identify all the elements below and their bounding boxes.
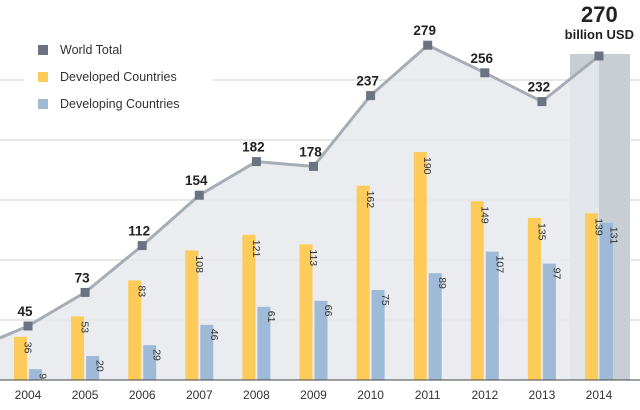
bar-developing — [200, 324, 214, 380]
x-tick-label: 2007 — [186, 388, 213, 402]
x-tick-label: 2008 — [243, 388, 270, 402]
world-total-label: 45 — [17, 304, 33, 319]
world-total-marker — [80, 287, 90, 297]
bar-developing — [542, 263, 556, 380]
label-developing: 9 — [37, 373, 49, 379]
x-tick-label: 2014 — [586, 388, 613, 402]
bar-developing — [371, 290, 385, 380]
world-total-marker — [480, 68, 490, 78]
bar-developed — [356, 185, 370, 380]
bar-developing — [428, 273, 442, 380]
x-tick-label: 2011 — [415, 388, 441, 402]
label-developed: 108 — [193, 255, 205, 273]
label-developing: 61 — [265, 311, 277, 323]
world-total-label: 112 — [128, 224, 150, 239]
legend-label-developed: Developed Countries — [60, 70, 177, 84]
legend: World Total Developed Countries Developi… — [24, 31, 212, 123]
bar-developed — [128, 280, 142, 380]
bar-developing — [143, 345, 157, 380]
world-total-marker — [194, 190, 204, 200]
world-total-label: 232 — [528, 80, 551, 95]
label-developed: 135 — [535, 223, 547, 241]
bar-developed — [585, 213, 598, 380]
label-developing: 107 — [493, 256, 505, 274]
label-developed: 162 — [364, 191, 376, 209]
bar-developed — [299, 244, 313, 380]
label-developed: 36 — [22, 342, 34, 354]
label-developed: 190 — [421, 157, 433, 175]
legend-item-world: World Total — [38, 42, 122, 58]
world-total-label: 154 — [185, 173, 208, 188]
world-total-marker — [594, 51, 604, 61]
legend-label-world: World Total — [60, 43, 123, 57]
x-tick-label: 2004 — [15, 388, 42, 402]
label-developing: 131 — [608, 227, 620, 245]
world-total-marker — [23, 321, 33, 331]
world-total-label: 178 — [299, 144, 322, 159]
world-total-marker — [137, 241, 147, 251]
label-developed: 149 — [478, 206, 490, 224]
legend-item-developed: Developed Countries — [38, 69, 177, 85]
bar-developed — [71, 316, 85, 380]
world-total-label: 256 — [471, 51, 494, 66]
bar-developed — [527, 218, 541, 380]
bar-developing — [86, 356, 100, 380]
label-developing: 66 — [322, 305, 334, 317]
world-total-label: 182 — [242, 140, 265, 155]
bar-developing — [257, 306, 271, 380]
bar-developed — [14, 336, 27, 380]
world-total-marker — [251, 157, 261, 167]
bar-developing — [29, 369, 42, 380]
world-total-line — [0, 43, 600, 340]
legend-label-developing: Developing Countries — [60, 97, 180, 111]
final-total-value: 270 — [580, 2, 618, 27]
world-total-marker — [423, 40, 433, 50]
world-total-label: 279 — [413, 23, 436, 38]
world-total-label: 237 — [356, 74, 379, 89]
final-total-unit: billion USD — [564, 27, 634, 42]
bar-developed — [413, 152, 427, 380]
world-total-marker — [309, 161, 318, 171]
x-tick-label: 2005 — [72, 388, 99, 402]
world-total-label: 73 — [75, 270, 91, 285]
x-tick-label: 2013 — [529, 388, 556, 402]
label-developing: 89 — [436, 277, 448, 289]
label-developed: 53 — [79, 321, 91, 333]
bar-developing — [314, 300, 328, 380]
label-developed: 121 — [250, 240, 262, 258]
x-tick-label: 2009 — [300, 388, 327, 402]
world-total-marker — [537, 97, 547, 107]
label-developed: 113 — [307, 249, 319, 266]
label-developing: 29 — [151, 349, 163, 361]
label-developed: 83 — [136, 285, 148, 297]
developing-swatch — [38, 99, 48, 109]
bar-developed — [470, 201, 484, 380]
developed-swatch — [38, 72, 48, 82]
x-tick-label: 2010 — [357, 388, 384, 402]
bar-developed — [242, 234, 256, 380]
world-total-swatch — [38, 45, 48, 55]
bar-developing — [600, 222, 613, 380]
bar-developed — [185, 250, 199, 380]
world-total-marker — [366, 91, 376, 101]
label-developing: 20 — [94, 360, 106, 372]
label-developing: 75 — [379, 294, 391, 306]
x-tick-label: 2006 — [129, 388, 156, 402]
bar-developing — [485, 251, 499, 380]
label-developing: 46 — [208, 329, 220, 341]
legend-item-developing: Developing Countries — [38, 96, 180, 112]
final-total-label: 270 billion USD — [564, 2, 634, 42]
label-developed: 139 — [593, 218, 605, 236]
x-tick-label: 2012 — [471, 388, 498, 402]
world-total-area — [0, 45, 599, 380]
label-developing: 97 — [550, 268, 562, 280]
